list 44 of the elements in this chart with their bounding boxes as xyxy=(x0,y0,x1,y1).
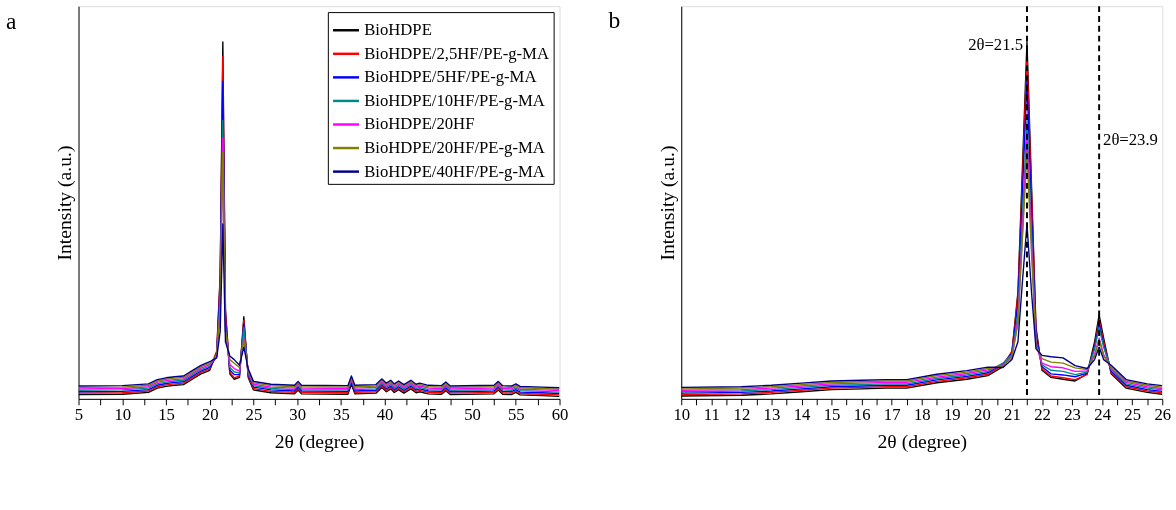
x-tick-label: 19 xyxy=(943,404,961,424)
x-tick-label: 35 xyxy=(333,404,350,424)
legend-label: BioHDPE/5HF/PE-g-MA xyxy=(364,67,537,87)
x-tick-label: 5 xyxy=(74,404,84,424)
x-axis-title: 2θ (degree) xyxy=(274,431,365,454)
x-tick-label: 20 xyxy=(974,404,991,424)
x-tick-label: 55 xyxy=(507,404,525,424)
x-tick-label: 15 xyxy=(158,404,175,424)
x-tick-label: 60 xyxy=(551,404,569,424)
ref-line-label: 2θ=23.9 xyxy=(1103,129,1158,149)
y-axis-title: Intensity (a.u.) xyxy=(54,145,77,261)
x-tick-label: 30 xyxy=(289,404,306,424)
x-tick-label: 23 xyxy=(1064,404,1081,424)
x-axis-title: 2θ (degree) xyxy=(877,431,967,454)
x-tick-label: 20 xyxy=(201,404,219,424)
legend-label: BioHDPE xyxy=(364,20,432,40)
legend-label: BioHDPE/40HF/PE-g-MA xyxy=(364,161,545,181)
x-tick-label: 12 xyxy=(733,404,751,424)
x-tick-label: 11 xyxy=(703,404,720,424)
x-tick-label: 50 xyxy=(464,404,481,424)
chart-title: a xyxy=(5,7,17,34)
legend-label: BioHDPE/10HF/PE-g-MA xyxy=(364,90,545,110)
x-tick-label: 25 xyxy=(245,404,263,424)
x-tick-label: 16 xyxy=(853,404,871,424)
x-tick-label: 22 xyxy=(1034,404,1051,424)
x-tick-label: 14 xyxy=(793,404,811,424)
x-tick-label: 40 xyxy=(376,404,394,424)
x-tick-label: 17 xyxy=(883,404,901,424)
x-tick-label: 21 xyxy=(1004,404,1021,424)
legend-label: BioHDPE/20HF/PE-g-MA xyxy=(364,137,545,157)
ref-line-label: 2θ=21.5 xyxy=(968,35,1024,55)
x-tick-label: 24 xyxy=(1094,404,1112,424)
x-tick-label: 10 xyxy=(673,404,691,424)
legend-label: BioHDPE/20HF xyxy=(364,114,475,134)
x-tick-label: 18 xyxy=(913,404,931,424)
legend-label: BioHDPE/2,5HF/PE-g-MA xyxy=(364,43,549,63)
x-tick-label: 10 xyxy=(114,404,132,424)
x-tick-label: 15 xyxy=(823,404,841,424)
y-axis-title: Intensity (a.u.) xyxy=(656,145,679,261)
x-tick-label: 45 xyxy=(420,404,438,424)
x-tick-label: 25 xyxy=(1124,404,1142,424)
x-tick-label: 26 xyxy=(1154,404,1172,424)
chart-title: b xyxy=(608,6,621,33)
x-tick-label: 13 xyxy=(763,404,781,424)
